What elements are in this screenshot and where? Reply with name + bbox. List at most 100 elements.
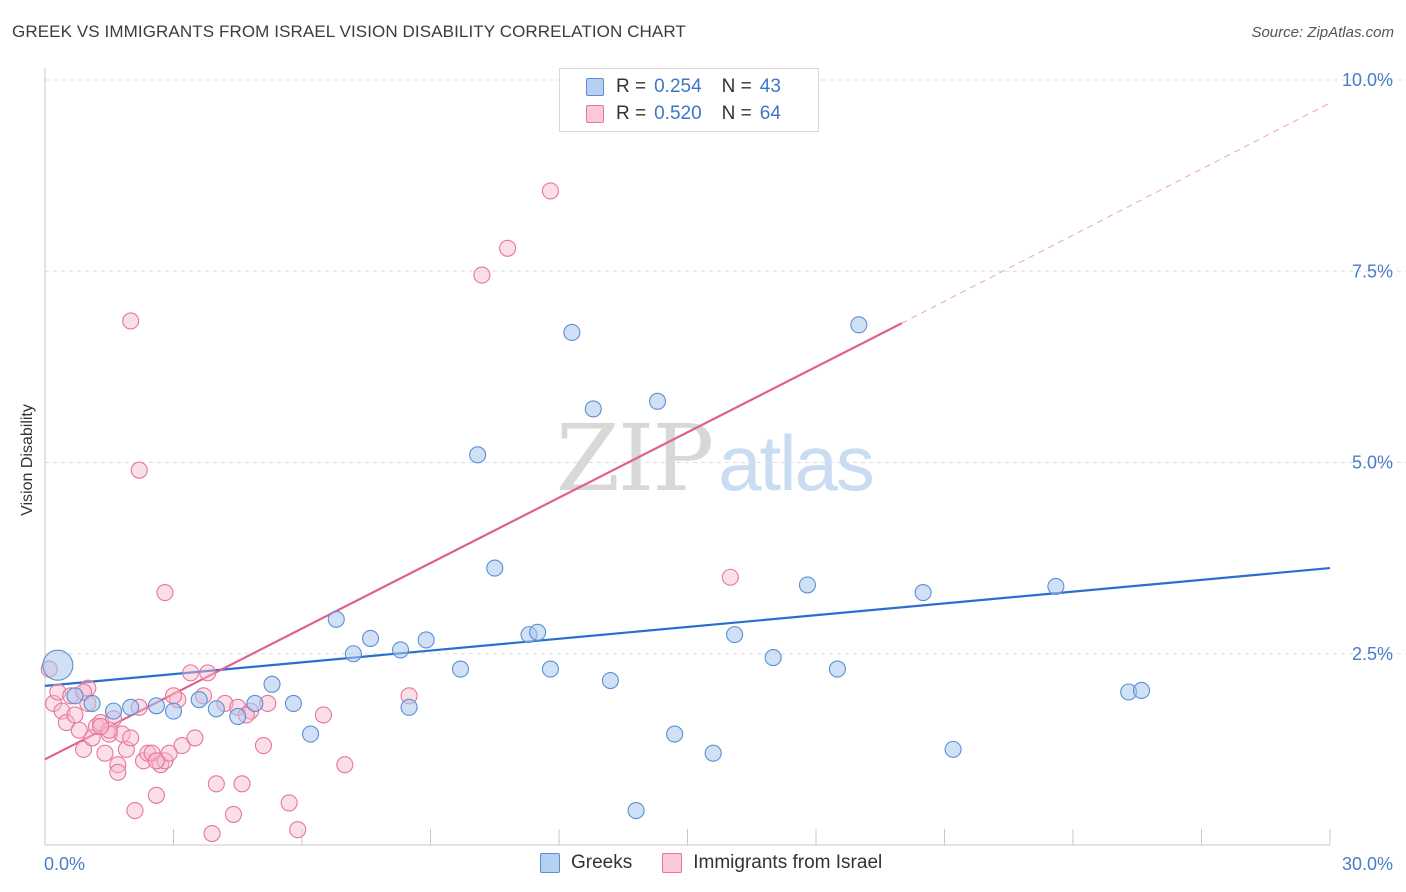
legend-item-greeks: Greeks xyxy=(540,852,632,874)
israel-point xyxy=(70,721,88,739)
greeks-point xyxy=(486,559,504,577)
greeks-point xyxy=(1047,577,1065,595)
greeks-point xyxy=(828,660,846,678)
israel-point xyxy=(203,824,221,843)
legend-swatch-greeks xyxy=(586,78,604,96)
israel-point xyxy=(186,729,204,747)
greeks-point xyxy=(391,641,410,659)
greeks-trend-line xyxy=(44,566,1331,687)
x-tick-labels: 0.0% 30.0% xyxy=(44,854,1393,874)
legend-n-value: 64 xyxy=(759,103,781,124)
israel-point xyxy=(122,729,140,747)
israel-point xyxy=(280,794,298,812)
greeks-point xyxy=(914,583,932,602)
israel-point xyxy=(721,568,739,586)
legend-item-israel: Immigrants from Israel xyxy=(662,852,882,874)
x-tick-label: 30.0% xyxy=(1342,854,1393,874)
legend-r-label: R = xyxy=(616,103,647,124)
greeks-point xyxy=(263,675,281,693)
greeks-point xyxy=(207,700,225,718)
israel-point xyxy=(96,744,114,762)
israel-point xyxy=(147,786,165,804)
legend-r-value: 0.254 xyxy=(654,76,702,97)
israel-point xyxy=(289,821,307,839)
legend-n-label: N = xyxy=(721,76,752,97)
greeks-point xyxy=(104,702,123,720)
greeks-point xyxy=(246,694,264,713)
israel-point xyxy=(499,239,517,257)
greeks-point xyxy=(122,698,140,716)
israel-point xyxy=(92,717,110,735)
israel-point xyxy=(224,805,243,823)
israel-point xyxy=(66,706,84,724)
israel-point xyxy=(541,182,559,200)
greeks-point xyxy=(451,660,470,678)
israel-point xyxy=(156,583,174,602)
greeks-point xyxy=(666,725,684,743)
legend-r-label: R = xyxy=(616,76,647,97)
israel-point xyxy=(75,740,93,758)
greeks-point xyxy=(42,649,74,681)
legend-swatch-greeks xyxy=(540,853,560,873)
legend-n-value: 43 xyxy=(759,76,781,97)
y-tick-labels: 2.5% 5.0% 7.5% 10.0% xyxy=(1342,70,1393,664)
greeks-point xyxy=(648,392,667,410)
israel-trend-line xyxy=(44,322,903,761)
axes xyxy=(44,68,1331,846)
israel-point xyxy=(130,461,148,479)
chart-title: GREEK VS IMMIGRANTS FROM ISRAEL VISION D… xyxy=(12,22,686,41)
israel-point xyxy=(336,756,354,774)
y-tick-label: 10.0% xyxy=(1342,70,1393,90)
israel-point xyxy=(100,721,118,739)
greeks-point xyxy=(764,649,782,667)
greeks-point xyxy=(529,623,547,641)
x-tick-label: 0.0% xyxy=(44,854,85,874)
israel-point xyxy=(109,763,127,781)
greeks-point xyxy=(1132,681,1151,700)
greeks-point xyxy=(361,629,380,648)
israel-point xyxy=(164,687,183,705)
legend-row-israel: R = 0.520 N = 64 xyxy=(586,101,781,127)
y-tick-label: 7.5% xyxy=(1352,261,1393,281)
israel-trend-extension xyxy=(901,102,1331,324)
greeks-point xyxy=(229,707,247,726)
israel-point xyxy=(126,802,144,820)
legend-swatch-israel xyxy=(662,853,683,873)
greeks-point xyxy=(541,660,559,678)
legend-row-greeks: R = 0.254 N = 43 xyxy=(586,74,781,100)
greeks-point xyxy=(850,316,868,334)
israel-point xyxy=(233,775,251,793)
israel-point xyxy=(49,683,67,701)
greeks-point xyxy=(400,698,418,716)
israel-point xyxy=(122,312,140,330)
israel-point xyxy=(173,736,191,755)
legend-swatch-israel xyxy=(586,105,604,123)
greeks-point xyxy=(726,626,744,644)
data-points xyxy=(40,182,1151,843)
trend-lines xyxy=(44,102,1331,761)
greeks-point xyxy=(584,400,602,418)
legend-label-greeks: Greeks xyxy=(571,852,633,873)
greeks-point xyxy=(190,691,208,709)
source-credit: Source: ZipAtlas.com xyxy=(1251,24,1394,41)
legend-r-value: 0.520 xyxy=(654,103,702,124)
israel-point xyxy=(254,736,273,755)
correlation-legend: R = 0.254 N = 43 R = 0.520 N = 64 xyxy=(559,68,819,132)
greeks-point xyxy=(83,694,101,713)
greeks-point xyxy=(798,576,816,594)
greeks-point xyxy=(627,802,645,820)
greeks-point xyxy=(944,740,962,758)
legend-label-israel: Immigrants from Israel xyxy=(693,852,883,873)
israel-point xyxy=(147,752,165,770)
israel-point xyxy=(314,706,332,724)
israel-point xyxy=(182,664,200,682)
greeks-point xyxy=(284,694,302,713)
greeks-point xyxy=(164,702,183,720)
y-tick-label: 2.5% xyxy=(1352,644,1393,664)
greeks-point xyxy=(704,744,722,762)
greeks-point xyxy=(563,323,581,342)
grid-lines xyxy=(45,79,1406,655)
series-legend: Greeks Immigrants from Israel xyxy=(540,852,912,874)
israel-point xyxy=(473,266,491,284)
